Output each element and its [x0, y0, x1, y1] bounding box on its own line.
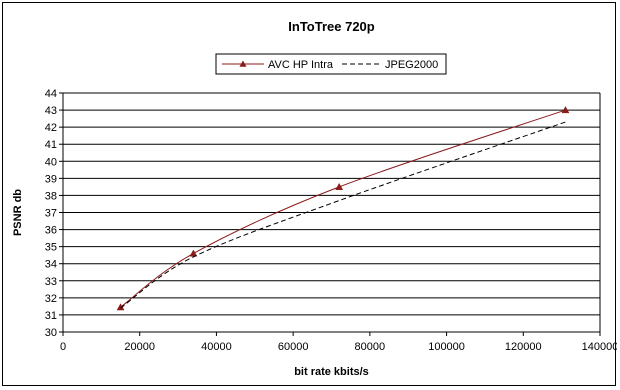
data-point	[335, 182, 344, 190]
y-tick-label: 37	[45, 208, 57, 220]
plot-area: 30 31 32 33 34 35 36 37 38 39 40 41 42 43 44 0 20000 4000…	[45, 88, 617, 353]
y-tick-label: 32	[45, 293, 57, 305]
y-tick-label: 34	[45, 259, 57, 271]
y-tick-label: 43	[45, 105, 57, 117]
legend-box	[215, 53, 447, 75]
y-tick-label: 42	[45, 122, 57, 134]
chart-frame: InToTree 720p AVC HP Intra JPEG2000 30 31…	[2, 2, 617, 386]
x-tick-label: 80000	[355, 341, 386, 353]
x-axis-label: bit rate kbits/s	[294, 366, 369, 378]
x-tick-label: 120000	[505, 341, 542, 353]
legend-label-avc: AVC HP Intra	[268, 59, 334, 71]
y-tick-label: 41	[45, 139, 57, 151]
data-point	[561, 106, 570, 114]
x-tick-label: 60000	[278, 341, 309, 353]
series-line-avc	[120, 109, 566, 308]
y-tick-label: 44	[45, 88, 57, 100]
y-tick-label: 38	[45, 190, 57, 202]
legend: AVC HP Intra JPEG2000	[215, 53, 447, 75]
y-tick-label: 35	[45, 242, 57, 254]
y-axis-label: PSNR db	[12, 189, 24, 236]
x-tick-label: 100000	[428, 341, 465, 353]
y-tick-label: 40	[45, 156, 57, 168]
data-point	[189, 249, 198, 257]
x-tick-label: 140000	[582, 341, 617, 353]
chart-svg: InToTree 720p AVC HP Intra JPEG2000 30 31…	[12, 19, 617, 378]
legend-label-jpeg2000: JPEG2000	[385, 59, 438, 71]
y-tick-label: 31	[45, 310, 57, 322]
chart-title: InToTree 720p	[288, 19, 375, 34]
x-tick-label: 0	[60, 341, 66, 353]
legend-marker-avc	[239, 60, 247, 67]
y-tick-label: 36	[45, 225, 57, 237]
x-tick-label: 20000	[124, 341, 155, 353]
series-line-jpeg2000	[120, 121, 566, 309]
y-tick-label: 39	[45, 173, 57, 185]
x-tick-label: 40000	[201, 341, 232, 353]
y-tick-label: 33	[45, 276, 57, 288]
y-tick-label: 30	[45, 327, 57, 339]
